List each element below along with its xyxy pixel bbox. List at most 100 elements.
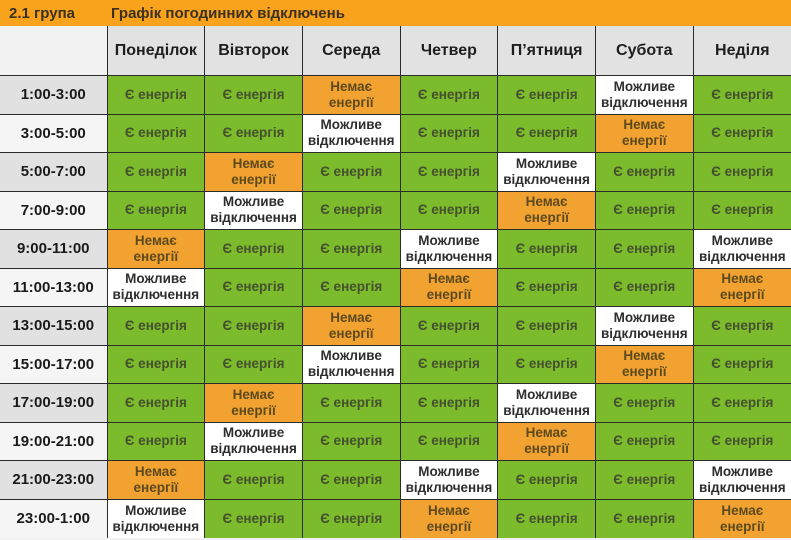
schedule-cell-on: Є енергія (106, 344, 206, 384)
schedule-cell-on: Є енергія (692, 152, 791, 192)
table-row: 21:00-23:00 Немає енергії Є енергія Є енергі… (0, 460, 791, 500)
schedule-cell-on: Є енергія (497, 460, 596, 500)
schedule-cell-maybe: Можливе відключення (692, 460, 791, 500)
schedule-cell-maybe: Можливе відключення (106, 267, 206, 307)
schedule-cell-on: Є енергія (204, 460, 303, 500)
schedule-cell-off: Немає енергії (594, 344, 694, 384)
schedule-cell-on: Є енергія (106, 152, 206, 192)
schedule-cell-on: Є енергія (399, 113, 499, 153)
time-slot-label: 1:00-3:00 (0, 75, 108, 115)
schedule-cell-off: Немає енергії (301, 306, 401, 346)
schedule-cell-on: Є енергія (106, 113, 206, 153)
schedule-cell-on: Є енергія (692, 113, 791, 153)
schedule-cell-on: Є енергія (594, 229, 694, 269)
schedule-cell-on: Є енергія (301, 152, 401, 192)
schedule-cell-off: Немає енергії (692, 267, 791, 307)
time-slot-label: 21:00-23:00 (0, 460, 108, 500)
schedule-cell-on: Є енергія (594, 152, 694, 192)
schedule-cell-on: Є енергія (497, 113, 596, 153)
table-row: 9:00-11:00 Немає енергії Є енергія Є енергія… (0, 229, 791, 269)
schedule-cell-maybe: Можливе відключення (497, 152, 596, 192)
schedule-cell-on: Є енергія (594, 383, 694, 423)
schedule-cell-on: Є енергія (204, 75, 303, 115)
schedule-cell-on: Є енергія (204, 306, 303, 346)
time-slot-label: 15:00-17:00 (0, 344, 108, 384)
table-row: 13:00-15:00 Є енергія Є енергія Немає енергі… (0, 306, 791, 346)
schedule-cell-on: Є енергія (399, 383, 499, 423)
day-header-row: Понеділок Вівторок Середа Четвер П’ятниц… (0, 26, 791, 76)
corner-cell (0, 26, 108, 76)
schedule-cell-off: Немає енергії (399, 498, 499, 538)
schedule-cell-on: Є енергія (497, 75, 596, 115)
schedule-cell-on: Є енергія (594, 498, 694, 538)
table-row: 5:00-7:00 Є енергія Немає енергії Є енергія Є… (0, 152, 791, 192)
schedule-cell-on: Є енергія (497, 267, 596, 307)
schedule-cell-on: Є енергія (692, 383, 791, 423)
schedule-cell-on: Є енергія (692, 190, 791, 230)
title-bar: 2.1 група Графік погодинних відключень (0, 0, 791, 26)
schedule-cell-on: Є енергія (301, 460, 401, 500)
schedule-cell-on: Є енергія (399, 75, 499, 115)
schedule-cell-on: Є енергія (204, 498, 303, 538)
schedule-cell-on: Є енергія (301, 229, 401, 269)
schedule-cell-maybe: Можливе відключення (301, 113, 401, 153)
schedule-cell-on: Є енергія (497, 229, 596, 269)
schedule-cell-on: Є енергія (497, 344, 596, 384)
schedule-cell-on: Є енергія (594, 190, 694, 230)
schedule-cell-on: Є енергія (497, 498, 596, 538)
schedule-cell-on: Є енергія (301, 498, 401, 538)
day-header-sunday: Неділя (692, 26, 791, 76)
schedule-cell-maybe: Можливе відключення (497, 383, 596, 423)
schedule-cell-on: Є енергія (204, 267, 303, 307)
schedule-cell-on: Є енергія (594, 267, 694, 307)
table-row: 3:00-5:00 Є енергія Є енергія Можливе відклю… (0, 113, 791, 153)
schedule-cell-on: Є енергія (106, 421, 206, 461)
schedule-cell-on: Є енергія (301, 190, 401, 230)
schedule-cell-off: Немає енергії (204, 383, 303, 423)
page-title: Графік погодинних відключень (110, 4, 345, 22)
schedule-cell-on: Є енергія (692, 75, 791, 115)
schedule-cell-maybe: Можливе відключення (692, 229, 791, 269)
schedule-cell-off: Немає енергії (106, 229, 206, 269)
time-slot-label: 5:00-7:00 (0, 152, 108, 192)
schedule-cell-on: Є енергія (692, 344, 791, 384)
day-header-tuesday: Вівторок (204, 26, 303, 76)
table-row: 17:00-19:00 Є енергія Немає енергії Є енергі… (0, 383, 791, 423)
table-row: 19:00-21:00 Є енергія Можливе відключення Є … (0, 421, 791, 461)
time-slot-label: 19:00-21:00 (0, 421, 108, 461)
schedule-cell-on: Є енергія (692, 306, 791, 346)
day-header-wednesday: Середа (301, 26, 401, 76)
day-header-thursday: Четвер (399, 26, 499, 76)
group-label: 2.1 група (9, 4, 75, 22)
schedule-cell-on: Є енергія (106, 306, 206, 346)
table-row: 15:00-17:00 Є енергія Є енергія Можливе відк… (0, 344, 791, 384)
schedule-cell-off: Немає енергії (497, 190, 596, 230)
schedule-cell-on: Є енергія (399, 344, 499, 384)
schedule-cell-maybe: Можливе відключення (594, 306, 694, 346)
schedule-cell-on: Є енергія (301, 267, 401, 307)
schedule-body: 1:00-3:00 Є енергія Є енергія Немає енергії Є… (0, 75, 791, 538)
schedule-cell-off: Немає енергії (204, 152, 303, 192)
outage-schedule-table: Понеділок Вівторок Середа Четвер П’ятниц… (0, 26, 791, 538)
time-slot-label: 17:00-19:00 (0, 383, 108, 423)
time-slot-label: 23:00-1:00 (0, 498, 108, 538)
schedule-cell-maybe: Можливе відключення (301, 344, 401, 384)
schedule-cell-maybe: Можливе відключення (204, 421, 303, 461)
schedule-cell-on: Є енергія (204, 113, 303, 153)
time-slot-label: 7:00-9:00 (0, 190, 108, 230)
schedule-cell-maybe: Можливе відключення (399, 460, 499, 500)
schedule-cell-maybe: Можливе відключення (204, 190, 303, 230)
schedule-cell-on: Є енергія (204, 344, 303, 384)
schedule-cell-on: Є енергія (497, 306, 596, 346)
schedule-cell-off: Немає енергії (106, 460, 206, 500)
schedule-cell-off: Немає енергії (692, 498, 791, 538)
schedule-cell-maybe: Можливе відключення (106, 498, 206, 538)
schedule-cell-on: Є енергія (692, 421, 791, 461)
time-slot-label: 9:00-11:00 (0, 229, 108, 269)
schedule-cell-on: Є енергія (301, 383, 401, 423)
time-slot-label: 13:00-15:00 (0, 306, 108, 346)
day-header-friday: П’ятниця (497, 26, 596, 76)
schedule-cell-on: Є енергія (106, 383, 206, 423)
table-row: 11:00-13:00 Можливе відключення Є енергія Є … (0, 267, 791, 307)
